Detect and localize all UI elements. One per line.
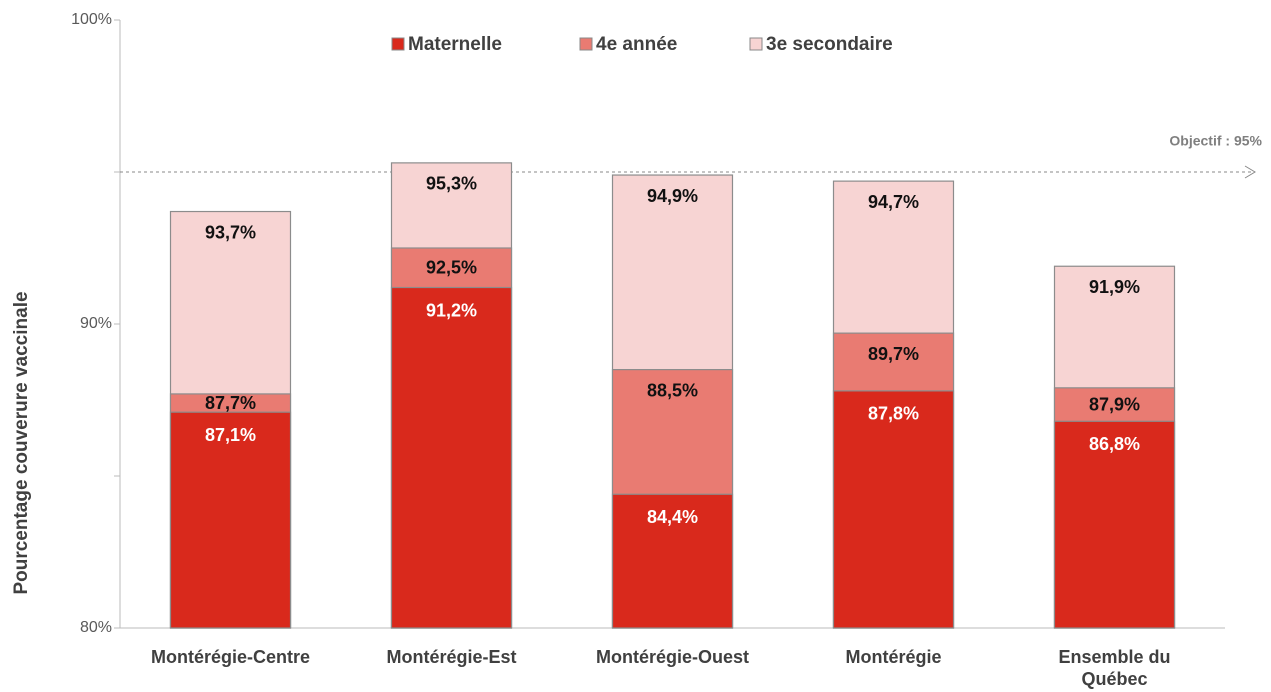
data-label: 91,2% <box>426 300 477 320</box>
data-label: 94,7% <box>868 192 919 212</box>
data-label: 87,9% <box>1089 394 1140 414</box>
data-label: 87,1% <box>205 425 256 445</box>
data-label: 88,5% <box>647 380 698 400</box>
bar <box>1053 420 1176 629</box>
data-label: 84,4% <box>647 507 698 527</box>
data-label: 87,7% <box>205 393 256 413</box>
y-tick-label: 100% <box>71 11 112 28</box>
y-tick-label: 80% <box>80 619 112 636</box>
x-tick-label: Montérégie-Centre <box>150 647 311 667</box>
legend-label: Maternelle <box>408 34 502 55</box>
bar <box>611 493 734 629</box>
x-tick-label: Ensemble du Québec <box>1058 647 1171 689</box>
legend-swatch <box>749 37 763 51</box>
target-label: Objectif : 95% <box>1169 133 1262 149</box>
data-label: 92,5% <box>426 258 477 278</box>
target-arrow <box>1244 165 1256 179</box>
x-tick-label: Montérégie <box>845 647 942 667</box>
y-tick-label: 90% <box>80 315 112 332</box>
data-label: 87,8% <box>868 404 919 424</box>
data-label: 94,9% <box>647 186 698 206</box>
x-tick-label: Montérégie-Ouest <box>595 647 750 667</box>
bar <box>832 390 955 629</box>
legend-swatch <box>391 37 405 51</box>
data-label: 86,8% <box>1089 434 1140 454</box>
y-axis-label: Pourcentage couverure vaccinale <box>11 291 32 594</box>
legend-label: 4e année <box>596 34 677 55</box>
data-label: 91,9% <box>1089 277 1140 297</box>
bar <box>390 286 513 629</box>
data-label: 89,7% <box>868 344 919 364</box>
bar <box>169 411 292 629</box>
legend-label: 3e secondaire <box>766 34 893 55</box>
x-tick-label: Montérégie-Est <box>386 647 517 667</box>
legend-swatch <box>579 37 593 51</box>
data-label: 93,7% <box>205 222 256 242</box>
data-label: 95,3% <box>426 174 477 194</box>
